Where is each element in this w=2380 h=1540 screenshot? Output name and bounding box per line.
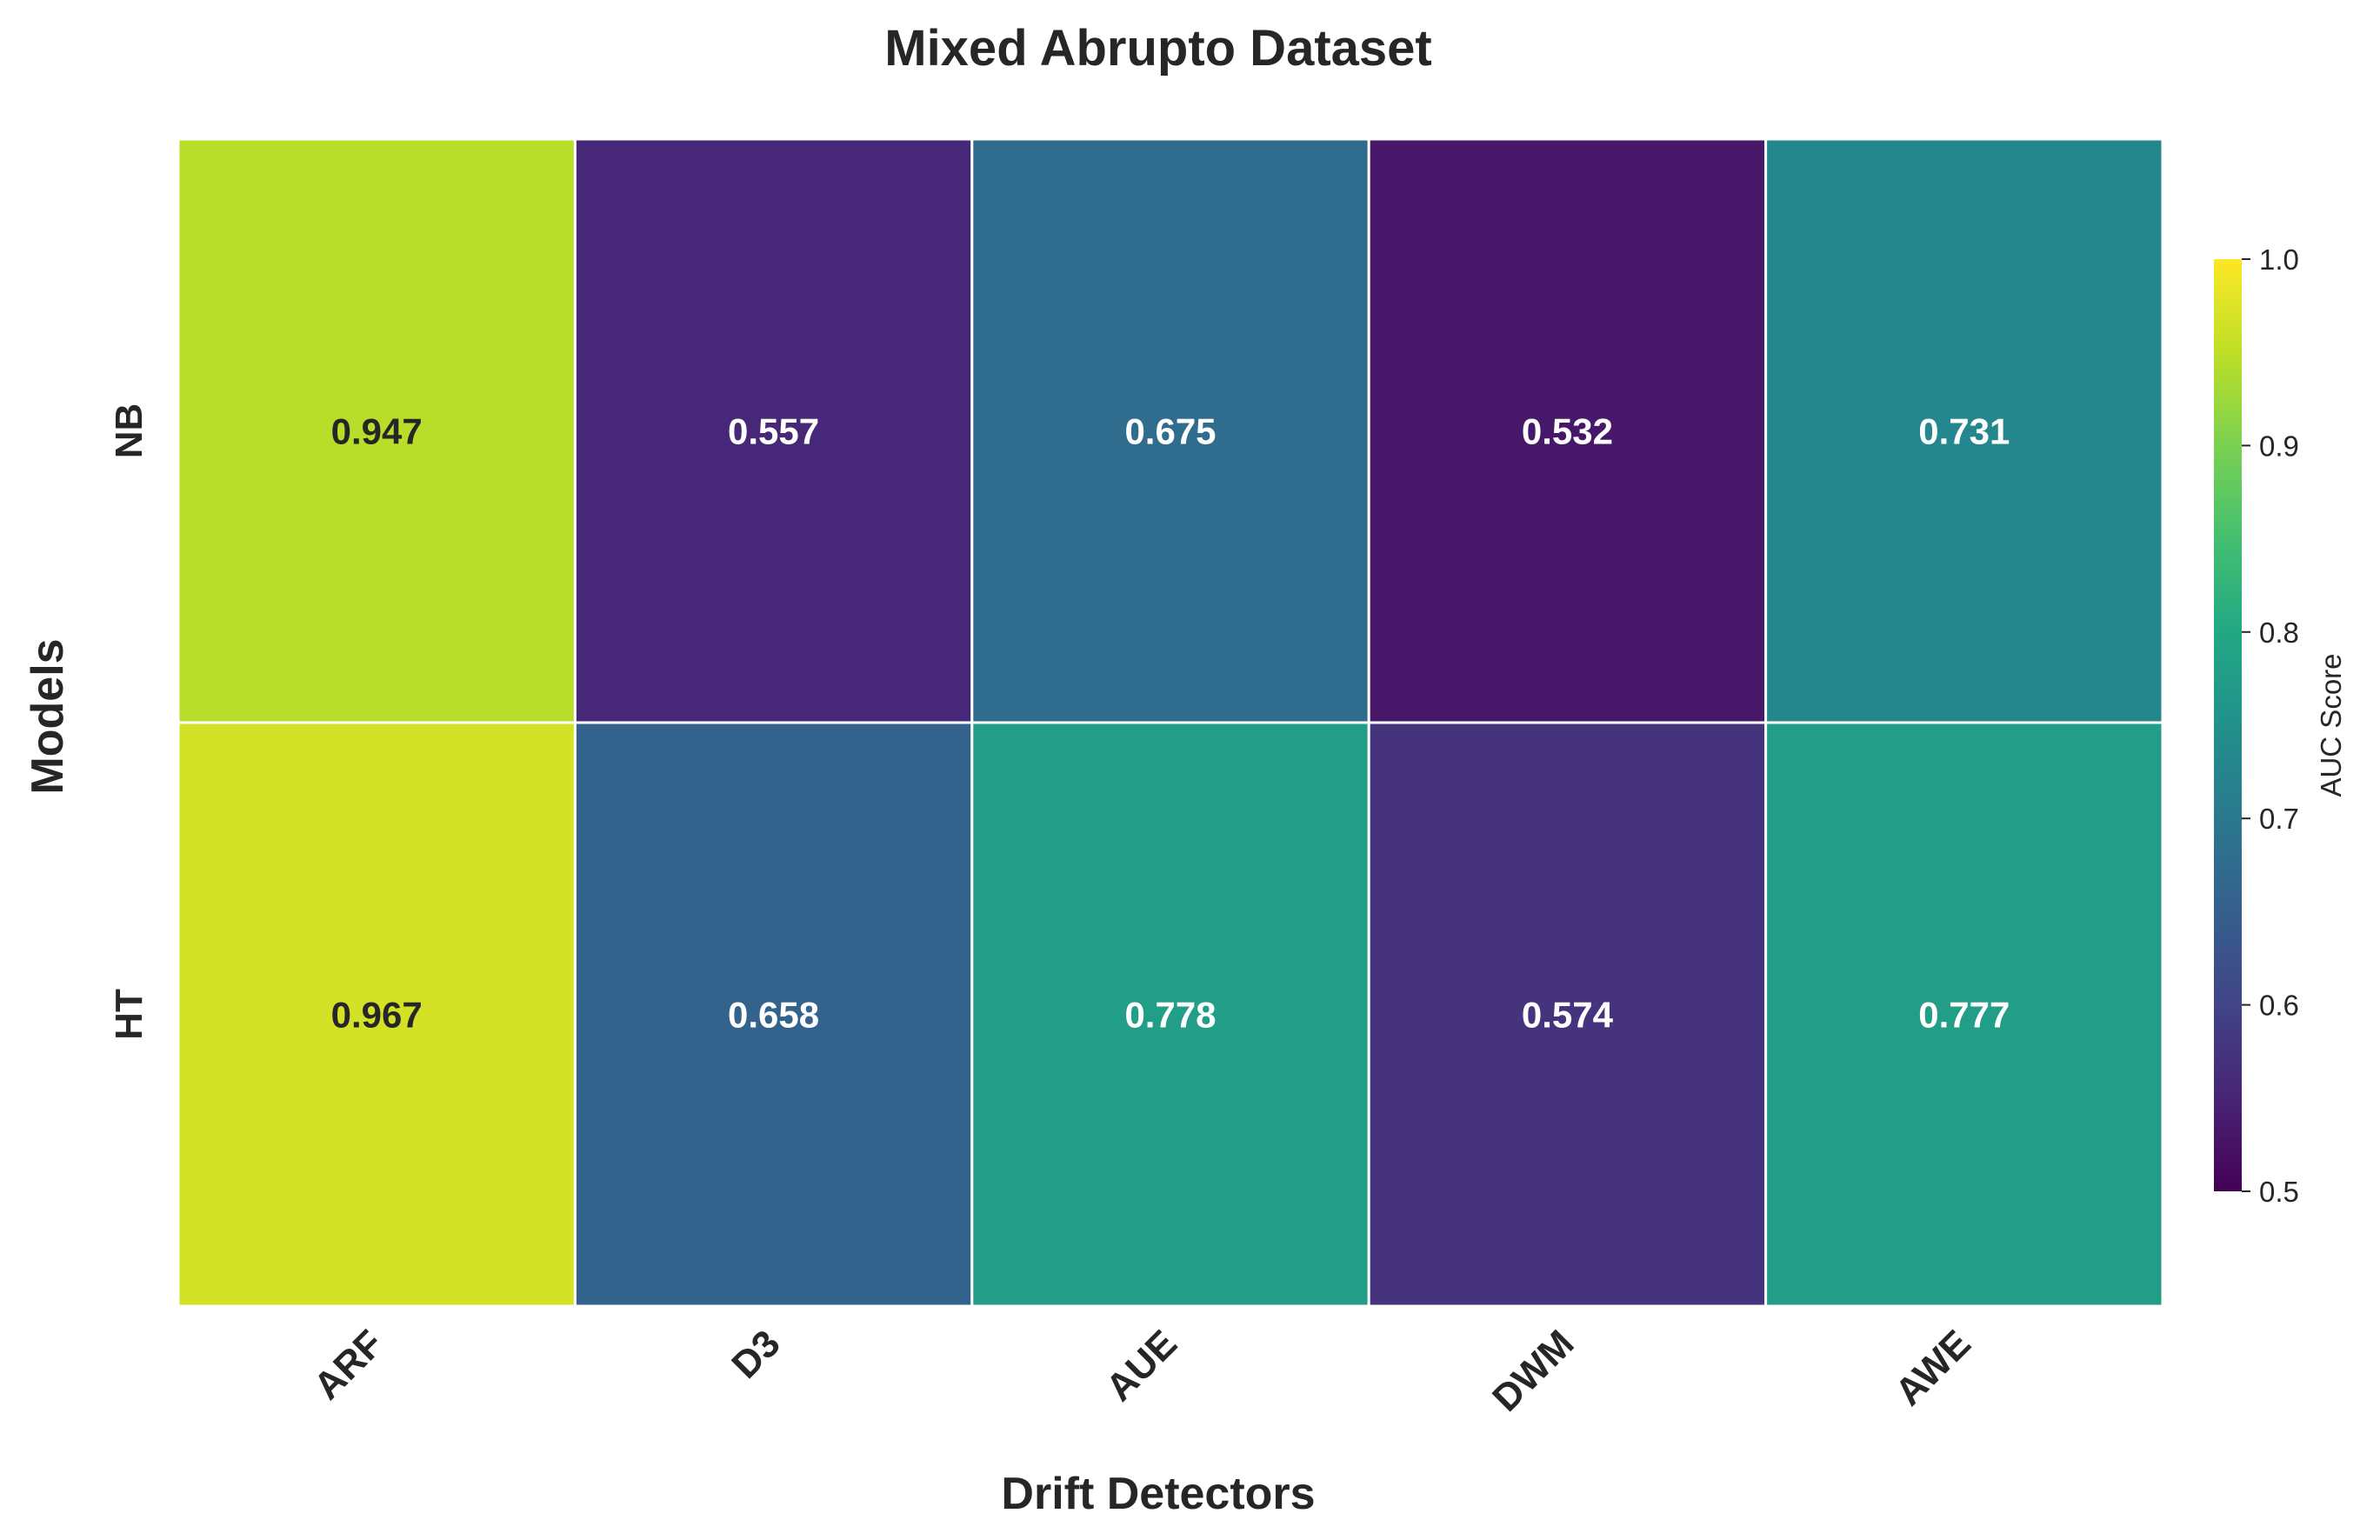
cell-value-label: 0.947 [331, 411, 423, 452]
heatmap-cell [177, 137, 577, 724]
heatmap-cell [177, 721, 577, 1308]
colorbar [2214, 259, 2242, 1191]
heatmap-cell [1367, 137, 1768, 724]
heatmap-cell [1764, 721, 2164, 1308]
heatmap-cells [177, 137, 2164, 1308]
cell-value-label: 0.967 [331, 995, 423, 1036]
y-tick-labels: NB HT [108, 403, 150, 1040]
heatmap-cell-labels: 0.947 0.557 0.675 0.532 0.731 0.967 0.658 0.778… [331, 411, 2010, 1036]
cell-value-label: 0.658 [728, 995, 819, 1036]
cell-value-label: 0.574 [1522, 995, 1614, 1036]
cell-value-label: 0.675 [1124, 411, 1216, 452]
colorbar-label: AUC Score [2315, 653, 2347, 797]
cell-value-label: 0.557 [728, 411, 819, 452]
chart-title: Mixed Abrupto Dataset [884, 20, 1431, 77]
y-tick-label: NB [108, 403, 150, 459]
y-axis-label: Models [23, 638, 73, 794]
colorbar-tick-label: 0.6 [2259, 990, 2299, 1022]
cell-value-label: 0.731 [1918, 411, 2010, 452]
colorbar-tick-label: 0.5 [2259, 1176, 2299, 1208]
heatmap-cell [970, 137, 1370, 724]
heatmap-cell [1367, 721, 1768, 1308]
heatmap-cell [573, 137, 974, 724]
heatmap-cell [573, 721, 974, 1308]
cell-value-label: 0.777 [1918, 995, 2010, 1036]
colorbar-tick-label: 1.0 [2259, 243, 2299, 276]
colorbar-tick-label: 0.8 [2259, 617, 2299, 649]
cell-value-label: 0.532 [1522, 411, 1613, 452]
heatmap-cell [970, 721, 1370, 1308]
x-axis-label: Drift Detectors [1001, 1469, 1315, 1519]
y-tick-label: HT [108, 989, 150, 1040]
colorbar-tick-label: 0.9 [2259, 430, 2299, 462]
colorbar-ticks: 0.5 0.6 0.7 0.8 0.9 1.0 [2242, 243, 2299, 1208]
colorbar-tick-label: 0.7 [2259, 803, 2299, 835]
cell-value-label: 0.778 [1124, 995, 1216, 1036]
